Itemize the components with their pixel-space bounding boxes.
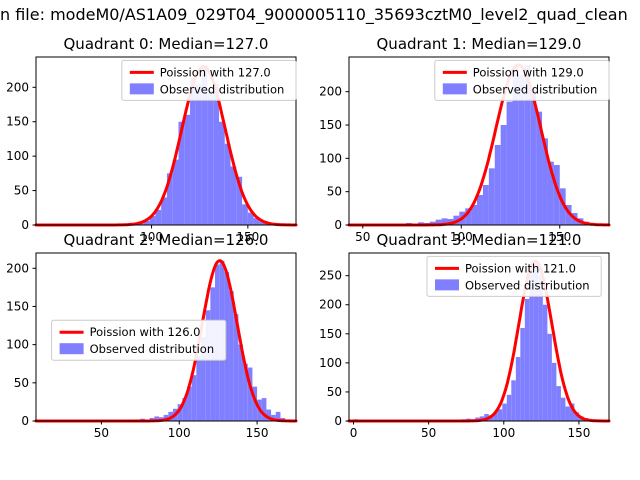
axes-spines [348,252,610,422]
axis-ticks: 0 50 100 150 0 50 100 150 200 250 [319,269,590,440]
legend-label-observed: Observed distribution [160,82,285,96]
legend: Poission with 121.0 Observed distribution [426,255,602,297]
svg-text:150: 150 [236,230,259,244]
quadrant-3-chart: 0 50 100 150 0 50 100 150 200 250 Quadrant 3: Medi… [319,233,611,440]
axis-ticks: 100 150 0 50 100 150 200 [6,80,259,244]
svg-text:150: 150 [6,115,29,129]
legend-label-observed: Observed distribution [465,278,590,292]
quadrant-0-chart: 100 150 0 50 100 150 200 Quadrant 0: Median=127… [6,37,298,244]
legend-patch-sample [442,83,467,95]
legend-label-observed: Observed distribution [473,82,598,96]
svg-text:100: 100 [319,151,342,165]
svg-text:200: 200 [319,85,342,99]
legend-label-poisson: Poission with 126.0 [90,325,201,339]
svg-text:0: 0 [21,414,29,428]
svg-text:150: 150 [319,118,342,132]
axes-spines [35,56,297,226]
subplot-title: Quadrant 1: Median=129.0 [377,37,582,53]
subplot-title: Quadrant 0: Median=127.0 [64,37,269,53]
quadrant-2-chart: 50 100 150 0 50 100 150 200 Quadrant 2: Median=1… [6,233,298,440]
svg-text:100: 100 [450,230,473,244]
legend-patch-sample [129,83,154,95]
svg-text:50: 50 [14,184,29,198]
svg-text:100: 100 [168,426,191,440]
legend-patch-sample [59,343,84,355]
svg-text:150: 150 [319,327,342,341]
svg-text:50: 50 [14,376,29,390]
subplot-title: Quadrant 3: Median=121.0 [377,233,582,249]
legend: Poission with 129.0 Observed distribution [434,59,610,101]
svg-text:100: 100 [492,426,515,440]
axes-spines [35,252,297,422]
legend-patch-sample [435,279,459,291]
svg-text:100: 100 [319,356,342,370]
svg-text:150: 150 [567,426,590,440]
axes-spines [348,56,610,226]
svg-text:200: 200 [6,261,29,275]
svg-text:100: 100 [6,149,29,163]
svg-text:0: 0 [350,426,358,440]
svg-text:100: 100 [6,338,29,352]
axis-ticks: 50 100 150 0 50 100 150 200 [6,261,268,440]
axis-ticks: 50 100 150 0 50 100 150 200 [319,85,571,244]
legend-label-poisson: Poission with 129.0 [473,65,584,79]
subplot-title: Quadrant 2: Median=126.0 [64,233,269,249]
svg-text:0: 0 [334,414,342,428]
svg-text:50: 50 [327,185,342,199]
svg-text:250: 250 [319,269,342,283]
svg-text:150: 150 [6,299,29,313]
legend: Poission with 127.0 Observed distribution [121,59,297,101]
legend-label-poisson: Poission with 127.0 [160,65,271,79]
svg-text:200: 200 [319,298,342,312]
svg-text:200: 200 [6,80,29,94]
legend: Poission with 126.0 Observed distribution [51,319,227,361]
svg-text:50: 50 [94,426,109,440]
svg-text:50: 50 [421,426,436,440]
svg-text:150: 150 [548,230,571,244]
svg-text:100: 100 [140,230,163,244]
legend-label-observed: Observed distribution [90,342,215,356]
figure-title: n file: modeM0/AS1A09_029T04_9000005110_… [0,5,628,24]
svg-text:50: 50 [327,385,342,399]
quadrant-1-chart: 50 100 150 0 50 100 150 200 Quadrant 1: Median=1… [319,37,611,244]
svg-text:0: 0 [334,218,342,232]
histogram-bars [45,65,289,225]
legend-label-poisson: Poission with 121.0 [465,261,576,275]
svg-text:0: 0 [21,218,29,232]
svg-text:50: 50 [355,230,370,244]
svg-text:150: 150 [246,426,269,440]
